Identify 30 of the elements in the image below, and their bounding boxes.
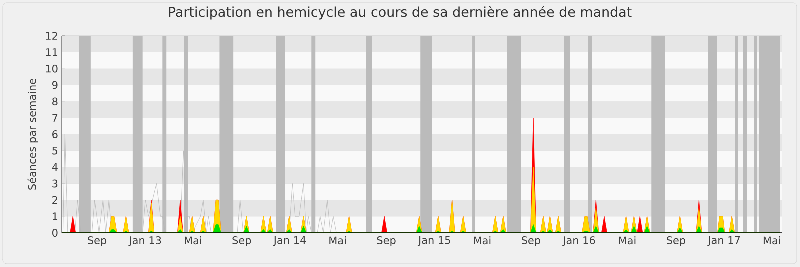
x-tick-label: Jan 16 [562,236,596,246]
y-tick-label: 11 [46,48,58,56]
x-tick-label: Mai [330,236,346,245]
y-tick-label: 1 [52,212,58,220]
chart-title: Participation en hemicycle au cours de sa dernière année de mandat [169,6,632,20]
y-tick-label: 6 [52,130,58,138]
x-tick-label: Mai [185,236,202,245]
x-tick-label: Jan 14 [273,236,306,246]
y-tick-label: 2 [52,196,58,204]
x-tick-label: Mai [474,236,491,245]
x-tick-label: Sep [232,236,252,246]
y-tick-label: 5 [52,147,58,155]
y-tick-label: 3 [52,180,58,188]
y-axis-title: Séances par semaine [28,78,38,190]
y-tick-label: 4 [52,164,58,172]
x-tick-label: Jan 17 [708,236,740,246]
y-tick-label: 7 [52,114,58,122]
x-tick-label: Sep [522,236,540,246]
y-tick-label: 9 [52,81,58,90]
y-tick-label: 0 [52,229,58,237]
x-tick-label: Sep [88,236,107,246]
x-tick-label: Jan 13 [128,236,162,246]
x-tick-label: Mai [764,236,780,245]
y-tick-label: 8 [52,98,58,106]
x-tick-label: Jan 15 [418,236,450,246]
x-tick-label: Sep [667,236,686,246]
x-tick-label: Sep [377,236,396,246]
x-tick-label: Mai [619,236,636,245]
y-tick-label: 12 [46,32,58,40]
y-tick-label: 10 [46,64,58,73]
